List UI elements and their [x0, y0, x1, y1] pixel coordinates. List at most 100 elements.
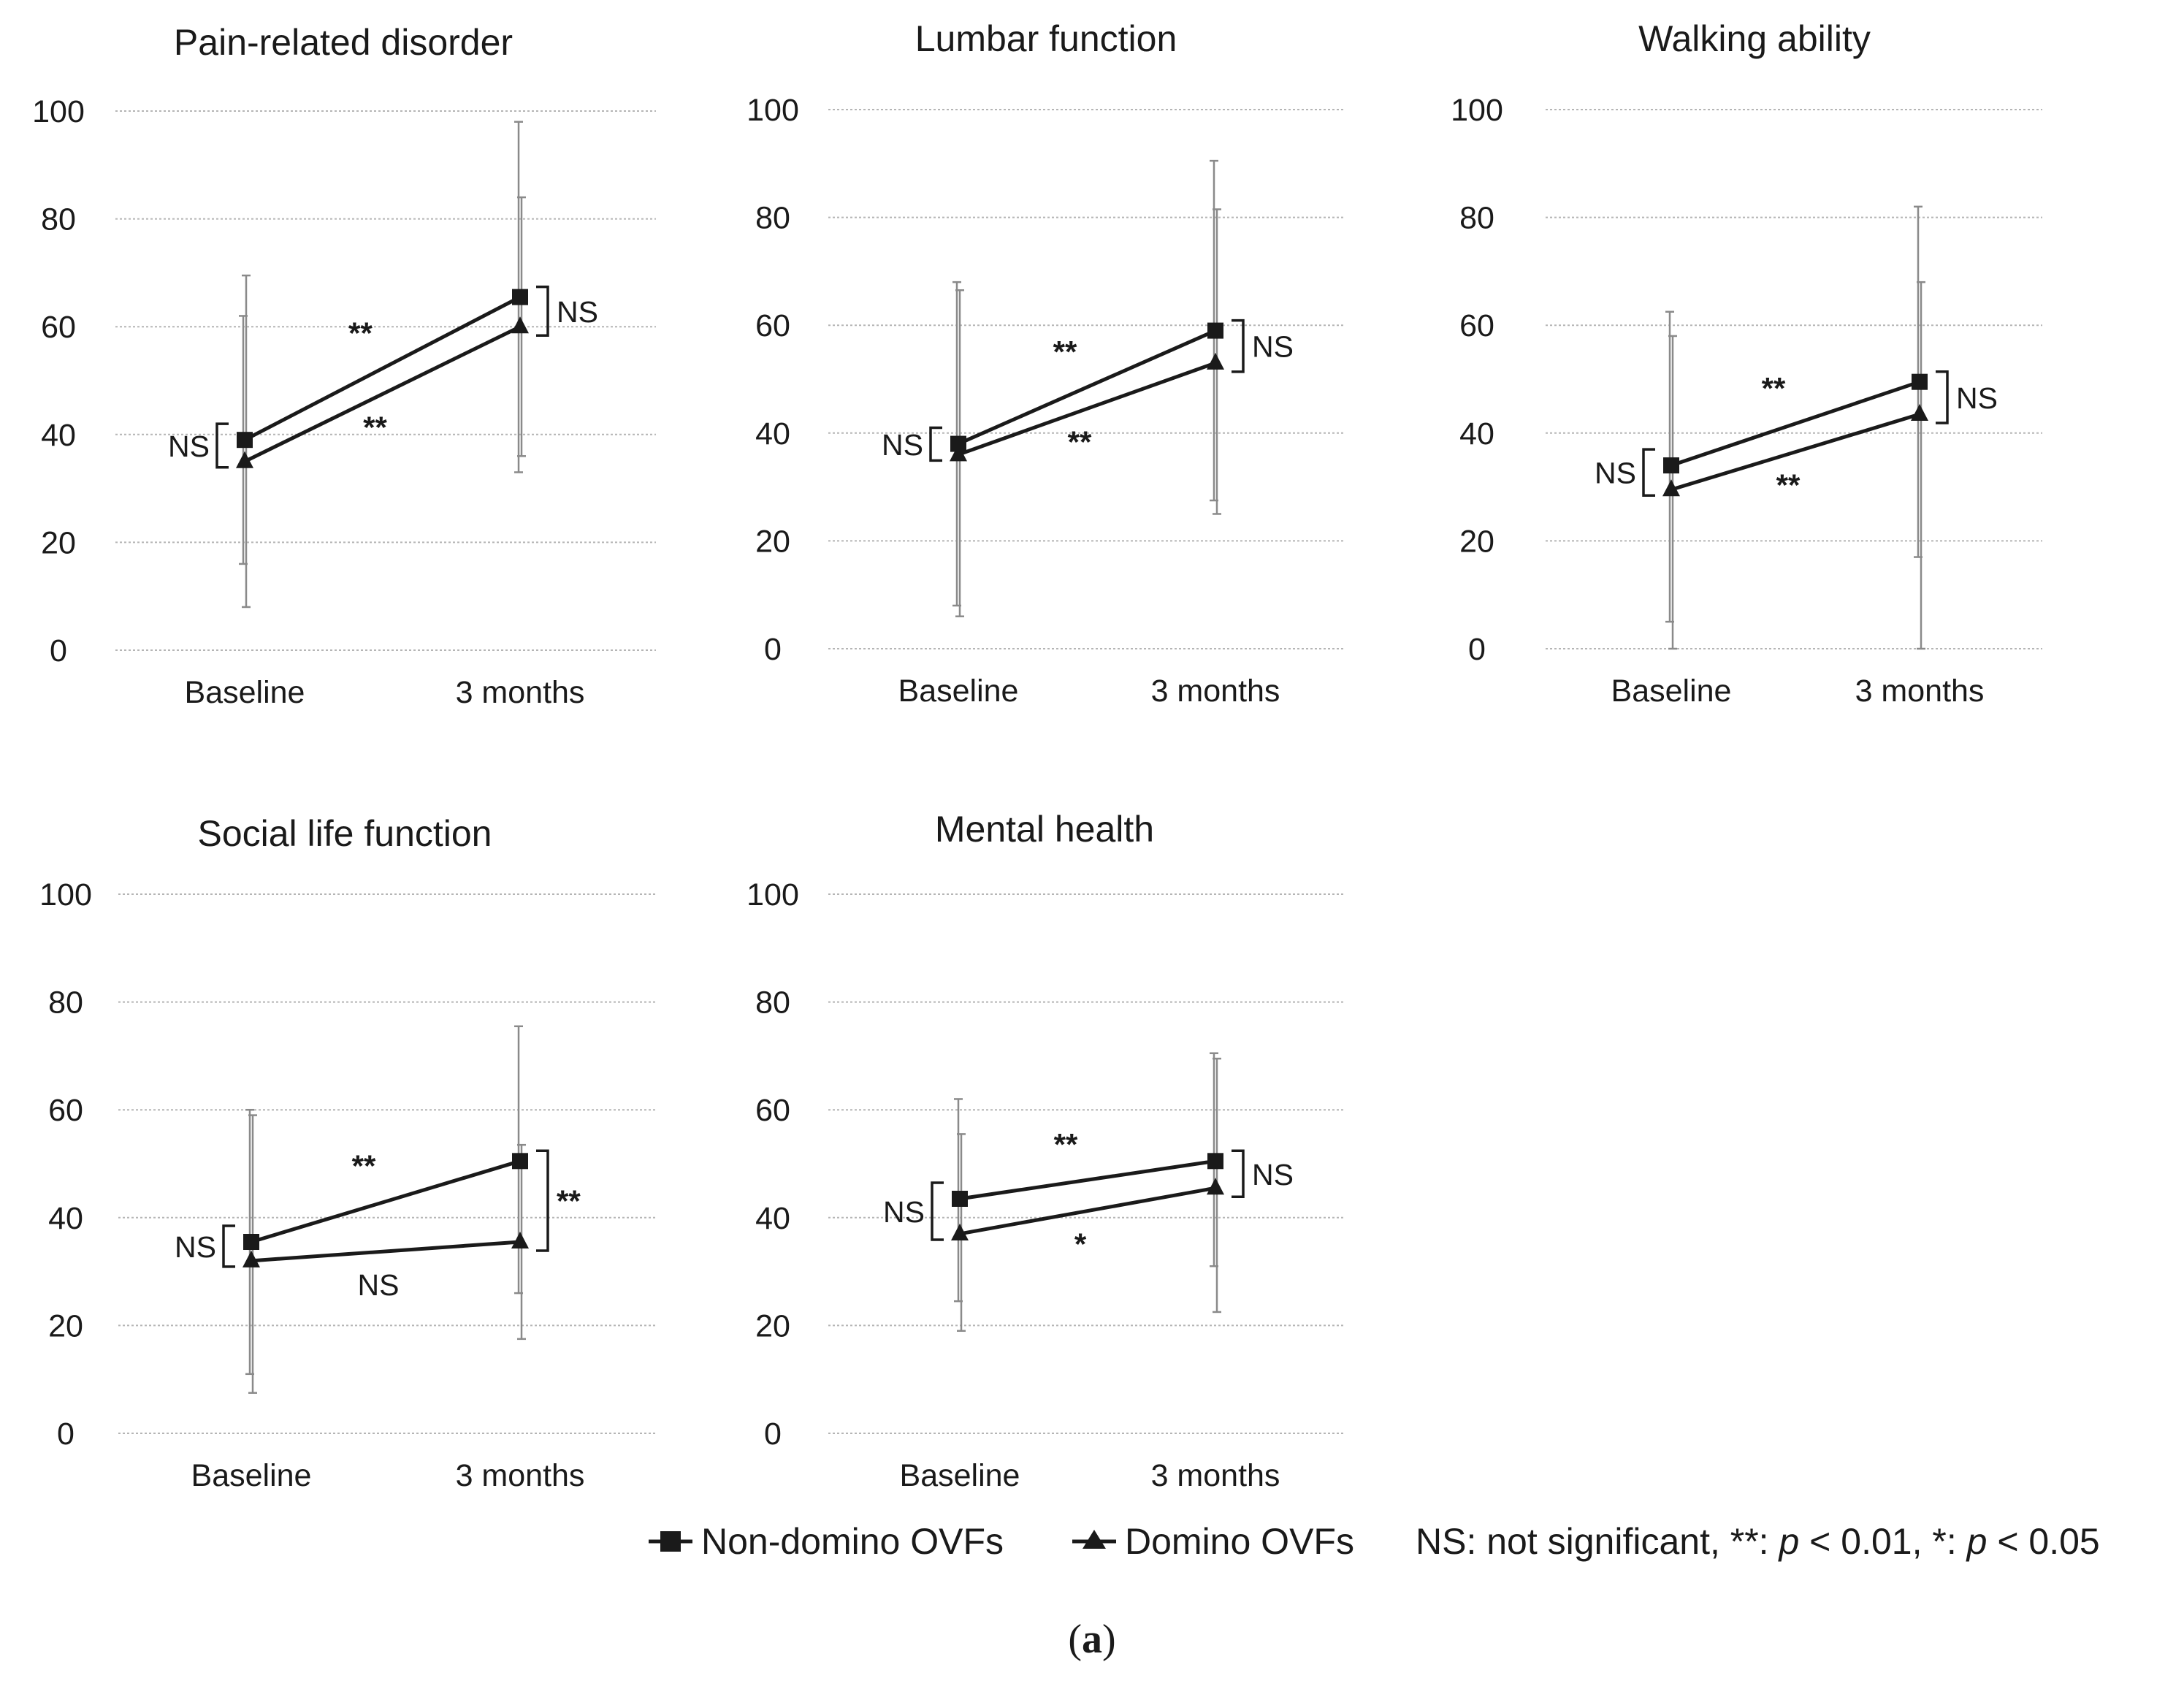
panel-title: Mental health	[935, 809, 1154, 850]
x-category-label: Baseline	[191, 1458, 312, 1493]
y-tick-label: 100	[747, 93, 799, 128]
legend-domino-label: Domino OVFs	[1125, 1521, 1354, 1562]
non-domino-data-point	[1663, 457, 1679, 474]
end-comparison-label: NS	[557, 295, 598, 329]
y-tick-label: 20	[755, 1308, 790, 1343]
domino-series-line	[251, 1240, 521, 1263]
chart-panels: Pain-related disorder 0 20 40 60 80 100 Baselin…	[32, 18, 2042, 1493]
end-bracket	[1232, 1149, 1245, 1198]
legend-triangle-marker	[1083, 1530, 1106, 1549]
significance-note-mid: < 0.01, *:	[1799, 1521, 1966, 1562]
legend: Non-domino OVFs Domino OVFs NS: not sign…	[649, 1521, 2100, 1562]
panel-title: Social life function	[197, 813, 492, 854]
chart-panel: Lumbar function 0 20 40 60 80 100 Baseline 3 mon…	[747, 18, 1344, 709]
y-tick-label: 80	[755, 201, 790, 236]
x-category-label: 3 months	[1151, 1458, 1280, 1493]
caption-close-paren: )	[1102, 1617, 1116, 1662]
x-category-label: Baseline	[900, 1458, 1020, 1493]
y-tick-label: 40	[755, 416, 790, 451]
end-bracket	[536, 1149, 549, 1252]
domino-data-point	[511, 316, 529, 334]
domino-data-point	[950, 444, 967, 462]
domino-data-point	[236, 451, 253, 468]
chart-panel: Pain-related disorder 0 20 40 60 80 100 Baselin…	[32, 22, 656, 710]
x-category-label: 3 months	[1855, 674, 1985, 709]
y-tick-label: 60	[48, 1093, 83, 1128]
non-domino-series-line	[1671, 380, 1920, 468]
baseline-comparison-label: NS	[168, 430, 210, 463]
non-domino-series-line	[959, 1159, 1216, 1201]
y-tick-label: 100	[747, 877, 799, 912]
x-category-label: 3 months	[456, 1458, 585, 1493]
legend-item-domino: Domino OVFs	[1072, 1521, 1354, 1562]
x-category-label: Baseline	[1611, 674, 1732, 709]
y-tick-label: 40	[1459, 416, 1494, 451]
domino-series-line	[959, 1186, 1216, 1236]
non-domino-data-point	[952, 1190, 968, 1207]
domino-data-point	[1662, 479, 1680, 497]
end-bracket	[1232, 319, 1245, 373]
y-tick-label: 80	[1459, 201, 1494, 236]
baseline-bracket	[931, 1181, 944, 1241]
baseline-comparison-label: NS	[1595, 457, 1636, 490]
significance-note: NS: not significant, **: p < 0.01, *: p …	[1416, 1521, 2100, 1562]
y-tick-label: 0	[1468, 632, 1486, 667]
p-symbol: p	[1966, 1521, 1988, 1562]
non-domino-change-label: **	[348, 316, 373, 350]
significance-note-prefix: NS: not significant, **:	[1416, 1521, 1779, 1562]
x-category-label: Baseline	[185, 675, 305, 710]
y-tick-label: 60	[1459, 308, 1494, 343]
non-domino-data-point	[1912, 373, 1928, 390]
legend-item-non-domino: Non-domino OVFs	[649, 1521, 1004, 1562]
y-tick-label: 60	[755, 1093, 790, 1128]
figure-caption: (a)	[1068, 1617, 1115, 1662]
non-domino-change-label: **	[1762, 371, 1786, 405]
non-domino-data-point	[512, 1153, 528, 1170]
y-tick-label: 20	[48, 1308, 83, 1343]
domino-series-line	[1671, 412, 1920, 492]
non-domino-data-point	[950, 435, 966, 452]
non-domino-change-label: **	[1054, 1127, 1078, 1162]
domino-data-point	[243, 1250, 260, 1267]
y-tick-label: 60	[41, 310, 76, 345]
baseline-comparison-label: NS	[883, 1195, 925, 1229]
significance-note-end: < 0.05	[1987, 1521, 2099, 1562]
y-tick-label: 0	[764, 632, 782, 667]
baseline-bracket	[222, 1224, 235, 1268]
legend-non-domino-label: Non-domino OVFs	[701, 1521, 1004, 1562]
domino-change-label: **	[1776, 468, 1801, 503]
baseline-bracket	[929, 426, 942, 462]
non-domino-change-label: **	[352, 1149, 376, 1183]
domino-data-point	[511, 1232, 529, 1249]
domino-data-point	[951, 1223, 969, 1240]
y-tick-label: 0	[57, 1417, 75, 1452]
y-tick-label: 60	[755, 308, 790, 343]
baseline-comparison-label: NS	[175, 1230, 216, 1264]
baseline-bracket	[1642, 448, 1655, 497]
baseline-comparison-label: NS	[882, 428, 923, 462]
y-tick-label: 80	[48, 985, 83, 1021]
end-bracket	[1936, 370, 1949, 424]
y-tick-label: 20	[1459, 524, 1494, 559]
panel-title: Lumbar function	[915, 18, 1177, 59]
y-tick-label: 20	[755, 524, 790, 559]
chart-panel: Mental health 0 20 40 60 80 100 Baseline 3 month…	[747, 809, 1344, 1493]
chart-panel: Walking ability 0 20 40 60 80 100 Baseline 3 mon…	[1451, 18, 2042, 709]
end-comparison-label: **	[557, 1184, 581, 1219]
non-domino-data-point	[237, 432, 253, 449]
x-category-label: 3 months	[1151, 674, 1280, 709]
end-comparison-label: NS	[1252, 1158, 1294, 1192]
y-tick-label: 100	[39, 877, 92, 912]
domino-change-label: NS	[358, 1268, 400, 1302]
y-tick-label: 80	[755, 985, 790, 1021]
y-tick-label: 20	[41, 525, 76, 560]
x-category-label: Baseline	[898, 674, 1019, 709]
y-tick-label: 0	[764, 1417, 782, 1452]
y-tick-label: 40	[755, 1201, 790, 1236]
y-tick-label: 40	[41, 418, 76, 453]
domino-change-label: **	[363, 410, 387, 444]
panel-title: Pain-related disorder	[174, 22, 513, 63]
chart-panel: Social life function 0 20 40 60 80 100 Baseline…	[39, 813, 656, 1493]
end-bracket	[536, 285, 549, 337]
